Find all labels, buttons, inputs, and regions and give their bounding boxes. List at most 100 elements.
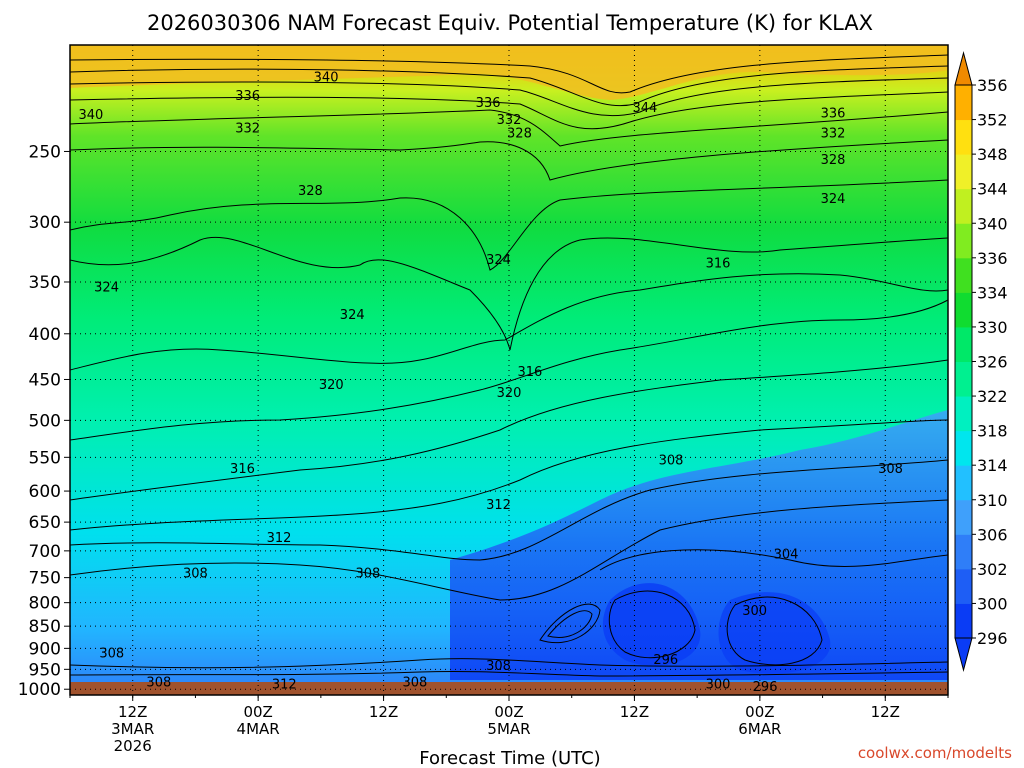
contour-label: 312	[267, 531, 292, 546]
colorbar-label: 314	[977, 456, 1008, 475]
contour-label-text: 320	[497, 386, 522, 401]
pressure-tick-label: 850	[29, 617, 61, 637]
colorbar-cell	[955, 326, 972, 362]
contour-label: 296	[653, 653, 678, 668]
colorbar-cell	[955, 361, 972, 397]
contour-label-text: 300	[742, 604, 767, 619]
contour-label: 308	[486, 659, 511, 674]
time-tick-label: 12Z	[118, 703, 147, 721]
contour-label-text: 336	[235, 89, 260, 104]
contour-label: 324	[94, 280, 119, 295]
pressure-tick-label: 300	[29, 213, 61, 233]
time-tick-label: 12Z	[620, 703, 649, 721]
contour-label-text: 316	[706, 257, 731, 272]
colorbar-bottom-arrow	[954, 637, 973, 672]
pressure-tick-label: 900	[29, 639, 61, 659]
contour-label-text: 332	[235, 121, 260, 136]
contour-label: 300	[742, 604, 767, 619]
colorbar-label: 352	[977, 111, 1008, 130]
contour-label: 308	[146, 675, 171, 690]
pressure-tick-label: 750	[29, 569, 61, 589]
colorbar-cell	[955, 85, 972, 121]
credit-text: coolwx.com/modelts	[858, 744, 1012, 762]
pressure-tick-label: 700	[29, 542, 61, 562]
contour-label: 320	[497, 386, 522, 401]
colorbar-label: 336	[977, 249, 1008, 268]
colorbar-label: 344	[977, 180, 1008, 199]
terrain-ground	[70, 682, 948, 695]
contour-label: 324	[486, 253, 511, 268]
colorbar-cell	[955, 568, 972, 604]
contour-label-text: 336	[476, 96, 501, 111]
contour-label-text: 308	[99, 647, 124, 662]
plot-area	[70, 45, 948, 695]
contour-label: 308	[99, 647, 124, 662]
colorbar-label: 330	[977, 318, 1008, 337]
colorbar-cell	[955, 292, 972, 328]
colorbar-label: 296	[977, 629, 1008, 648]
contour-label-text: 300	[706, 677, 731, 692]
contour-lines	[70, 54, 948, 677]
pressure-tick-label: 450	[29, 370, 61, 390]
warm-upper-region	[70, 45, 948, 100]
time-tick-label: 00Z	[745, 703, 774, 721]
pressure-tick-label: 350	[29, 273, 61, 293]
contour-label: 308	[183, 566, 208, 581]
x-axis-label: Forecast Time (UTC)	[419, 748, 600, 768]
time-gridlines	[132, 45, 886, 695]
contour-label-text: 332	[497, 113, 522, 128]
contour-label: 316	[706, 257, 731, 272]
contour-label-text: 308	[183, 566, 208, 581]
time-tick-label: 12Z	[871, 703, 900, 721]
contour-label-text: 324	[821, 192, 846, 207]
contour-label-text: 328	[507, 126, 532, 141]
time-tick-label: 2026	[114, 737, 152, 755]
contour-label: 336	[821, 106, 846, 121]
contour-label-text: 316	[517, 365, 542, 380]
contour-label-text: 324	[340, 308, 365, 323]
contour-label-text: 312	[272, 677, 297, 692]
colorbar-label: 310	[977, 491, 1008, 510]
contour-label: 328	[298, 184, 323, 199]
colorbar-cell	[955, 499, 972, 535]
colorbar-label: 348	[977, 145, 1008, 164]
contour-label-text: 312	[267, 531, 292, 546]
contour-label: 308	[403, 675, 428, 690]
contour-label: 340	[78, 108, 103, 123]
colorbar-label: 334	[977, 283, 1008, 302]
contour-label-text: 344	[632, 101, 657, 116]
cold-core-region	[602, 583, 701, 666]
contour-label: 324	[340, 308, 365, 323]
colorbar-cell	[955, 430, 972, 466]
pressure-tick-label: 800	[29, 594, 61, 614]
contour-label: 332	[235, 121, 260, 136]
contour-label-text: 312	[486, 498, 511, 513]
contour-label: 304	[774, 548, 799, 563]
colorbar-top-arrow	[954, 51, 973, 86]
time-tick-label: 00Z	[494, 703, 523, 721]
time-tick-label: 6MAR	[738, 720, 781, 738]
contour-label-text: 308	[403, 675, 428, 690]
contour-label: 296	[753, 680, 778, 695]
contour-label: 336	[476, 96, 501, 111]
pressure-tick-label: 250	[29, 142, 61, 162]
colorbar-cell	[955, 396, 972, 432]
contour-label: 328	[507, 126, 532, 141]
contour-label: 344	[632, 101, 657, 116]
contour-label-text: 324	[486, 253, 511, 268]
cold-core-region-2	[718, 592, 831, 674]
colorbar-label: 306	[977, 525, 1008, 544]
contour-label-text: 320	[319, 378, 344, 393]
pressure-tick-label: 500	[29, 411, 61, 431]
contour-label: 308	[659, 453, 684, 468]
pressure-tick-label: 650	[29, 513, 61, 533]
colorbar-cell	[955, 119, 972, 155]
contour-label: 332	[497, 113, 522, 128]
contour-label: 312	[272, 677, 297, 692]
contour-label: 340	[314, 70, 339, 85]
pressure-tick-label: 1000	[18, 680, 61, 700]
colorbar: 296 300 302 306 310 314 318 322 326 330 334 336 340 3…	[954, 51, 1008, 672]
